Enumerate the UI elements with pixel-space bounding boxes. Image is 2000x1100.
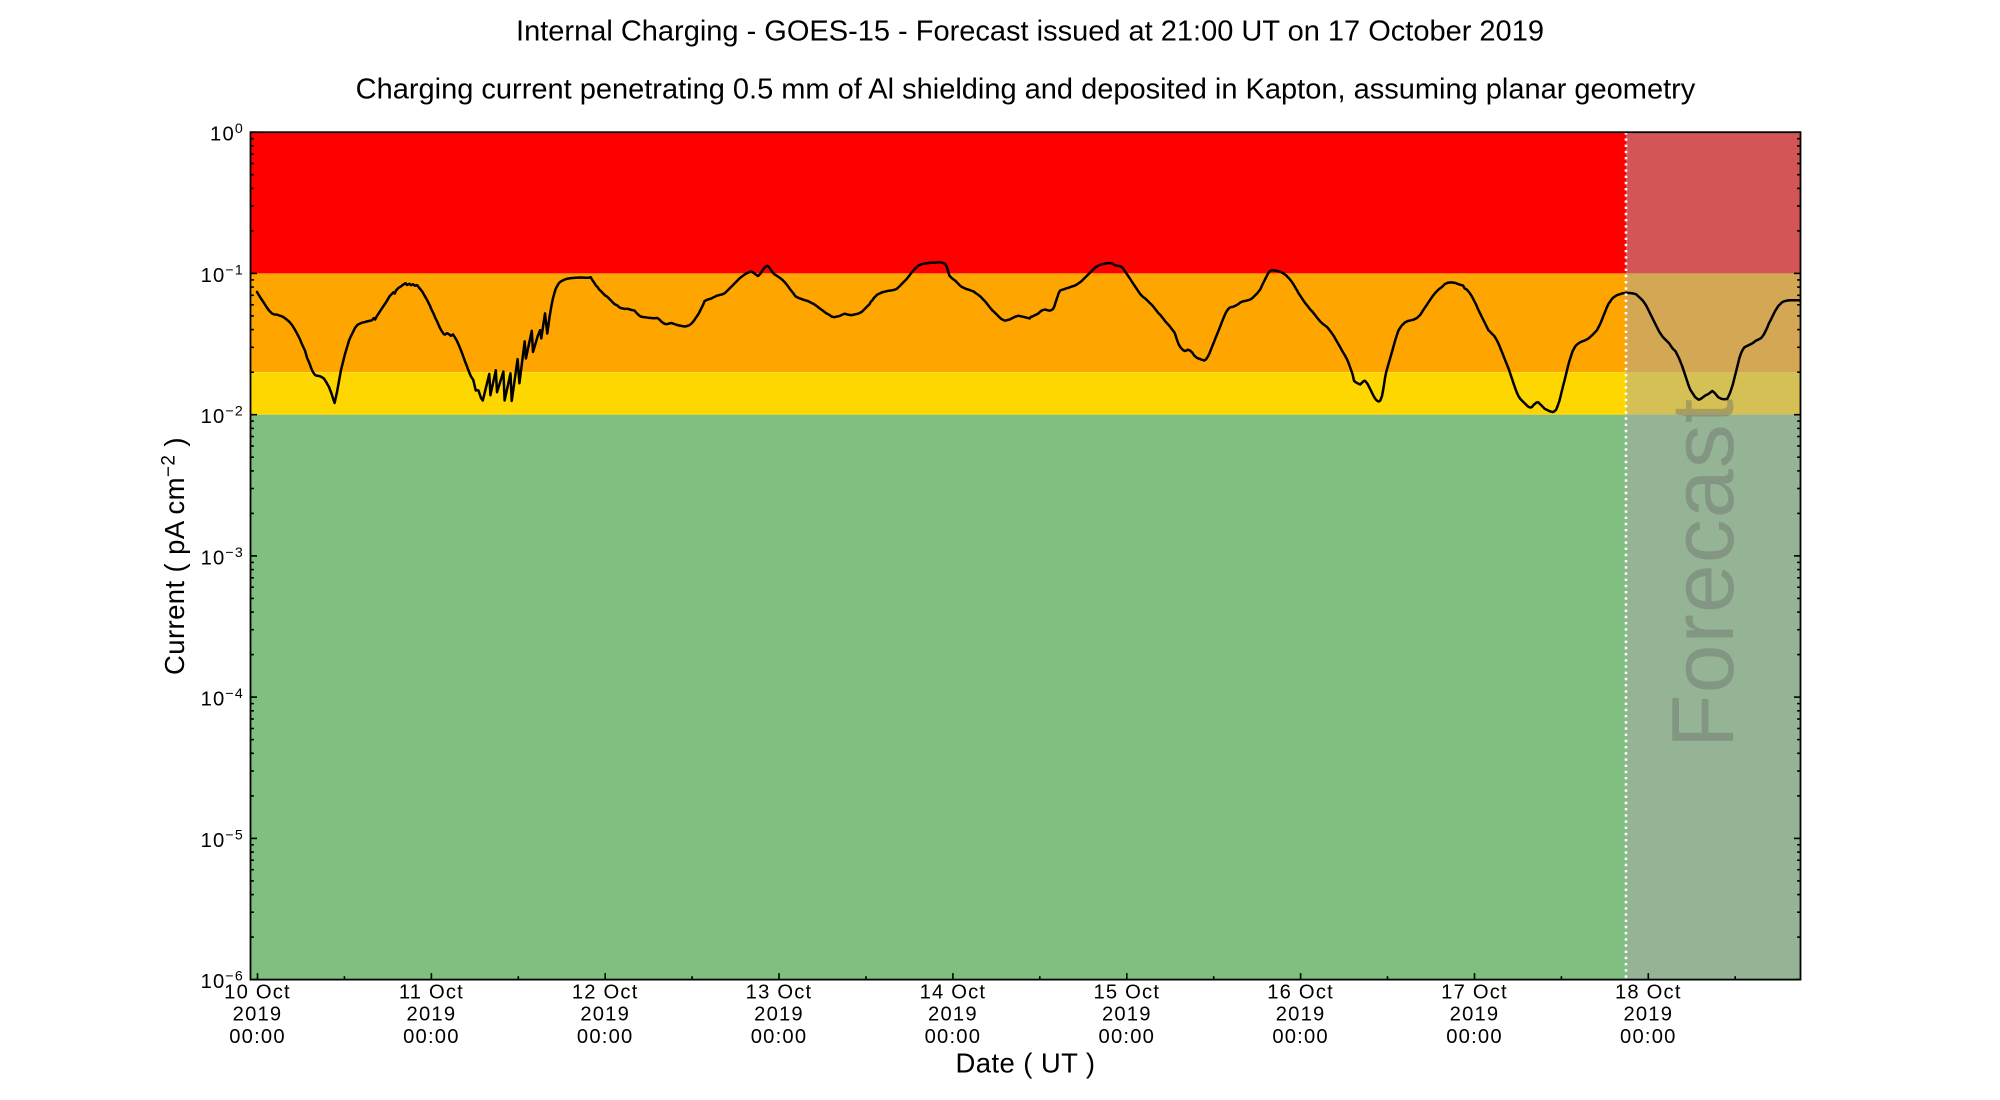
svg-text:14 Oct: 14 Oct xyxy=(920,982,987,1004)
svg-text:2019: 2019 xyxy=(1276,1003,1326,1025)
svg-text:10−2: 10−2 xyxy=(201,404,244,429)
svg-text:00:00: 00:00 xyxy=(925,1026,982,1048)
svg-text:2019: 2019 xyxy=(1102,1003,1152,1025)
svg-text:2019: 2019 xyxy=(928,1003,978,1025)
svg-text:Forecast: Forecast xyxy=(1653,398,1752,748)
svg-text:15 Oct: 15 Oct xyxy=(1093,982,1160,1004)
svg-text:00:00: 00:00 xyxy=(751,1026,808,1048)
svg-text:11 Oct: 11 Oct xyxy=(399,982,464,1004)
svg-text:17 Oct: 17 Oct xyxy=(1441,982,1508,1004)
svg-text:10 Oct: 10 Oct xyxy=(224,982,291,1004)
svg-text:13 Oct: 13 Oct xyxy=(746,982,813,1004)
svg-text:2019: 2019 xyxy=(580,1003,630,1025)
svg-text:2019: 2019 xyxy=(233,1003,283,1025)
svg-text:2019: 2019 xyxy=(1623,1003,1673,1025)
svg-text:Internal Charging - GOES-15 -: Internal Charging - GOES-15 - Forecast i… xyxy=(516,16,1544,48)
svg-text:12 Oct: 12 Oct xyxy=(572,982,639,1004)
svg-text:2019: 2019 xyxy=(1450,1003,1500,1025)
svg-text:2019: 2019 xyxy=(407,1003,457,1025)
svg-text:00:00: 00:00 xyxy=(1272,1026,1329,1048)
svg-text:2019: 2019 xyxy=(754,1003,804,1025)
svg-text:00:00: 00:00 xyxy=(229,1026,286,1048)
svg-text:18 Oct: 18 Oct xyxy=(1615,982,1682,1004)
svg-text:Date ( UT ): Date ( UT ) xyxy=(956,1048,1096,1079)
svg-text:00:00: 00:00 xyxy=(1446,1026,1503,1048)
svg-text:00:00: 00:00 xyxy=(1099,1026,1156,1048)
svg-text:00:00: 00:00 xyxy=(403,1026,460,1048)
svg-text:00:00: 00:00 xyxy=(1620,1026,1677,1048)
svg-text:00:00: 00:00 xyxy=(577,1026,634,1048)
svg-text:16 Oct: 16 Oct xyxy=(1267,982,1334,1004)
svg-text:Charging current penetrating 0: Charging current penetrating 0.5 mm of A… xyxy=(356,73,1696,105)
